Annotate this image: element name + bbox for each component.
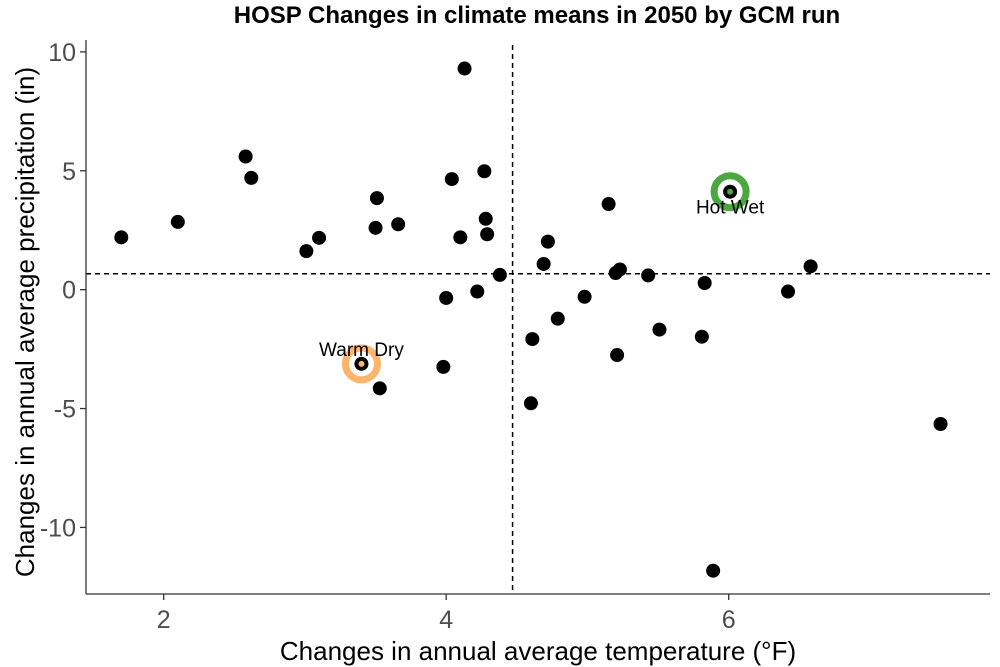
data-point	[694, 329, 709, 344]
data-point	[523, 396, 538, 411]
data-point	[610, 348, 625, 363]
y-tick-label: 0	[62, 277, 76, 305]
data-point	[312, 230, 327, 245]
data-point	[470, 284, 485, 299]
highlight-center-dot	[358, 360, 365, 367]
highlight-ring	[710, 172, 750, 212]
reference-lines	[86, 45, 990, 594]
data-point	[299, 244, 314, 259]
data-point	[369, 191, 384, 206]
x-axis-title: Changes in annual average temperature (°…	[280, 636, 796, 666]
highlight-label: Hot Wet	[696, 198, 765, 219]
y-tick-label: 10	[48, 39, 76, 67]
data-point	[933, 416, 948, 431]
y-axis-ticks: 10 5 0 -5 -10	[40, 39, 86, 542]
y-tick-label: 5	[62, 158, 76, 186]
data-point	[170, 214, 185, 229]
data-point	[444, 172, 459, 187]
y-tick-label: -10	[40, 514, 76, 542]
data-point	[391, 217, 406, 232]
chart-title: HOSP Changes in climate means in 2050 by…	[234, 2, 840, 29]
data-point	[244, 170, 259, 185]
data-point	[492, 267, 507, 282]
data-point	[478, 211, 493, 226]
data-point	[540, 234, 555, 249]
data-point	[372, 381, 387, 396]
data-point	[803, 259, 818, 274]
data-point	[697, 275, 712, 290]
y-axis-title: Changes in annual average precipitation …	[10, 67, 40, 577]
data-point	[525, 332, 540, 347]
data-point	[706, 563, 721, 578]
data-point	[368, 220, 383, 235]
data-point	[536, 256, 551, 271]
highlight-ring	[341, 344, 381, 384]
y-tick-label: -5	[54, 396, 76, 424]
highlight-center-dot	[727, 188, 734, 195]
highlight-label: Warm Dry	[319, 340, 404, 361]
data-point	[480, 227, 495, 242]
data-point	[601, 197, 616, 212]
x-tick-label: 4	[439, 606, 453, 634]
x-axis-ticks: 2 4 6	[157, 594, 736, 634]
x-tick-label: 6	[722, 606, 736, 634]
highlight-markers: Warm Dry Hot Wet	[319, 172, 765, 384]
data-point	[114, 230, 129, 245]
data-point	[550, 311, 565, 326]
data-point	[652, 322, 667, 337]
x-tick-label: 2	[157, 606, 171, 634]
data-points	[114, 61, 948, 578]
data-point	[457, 61, 472, 76]
data-point	[477, 164, 492, 179]
data-point	[436, 359, 451, 374]
data-point	[781, 284, 796, 299]
data-point	[612, 262, 627, 277]
data-point	[641, 268, 656, 283]
data-point	[453, 230, 468, 245]
data-point	[238, 149, 253, 164]
data-point	[577, 289, 592, 304]
data-point	[439, 290, 454, 305]
